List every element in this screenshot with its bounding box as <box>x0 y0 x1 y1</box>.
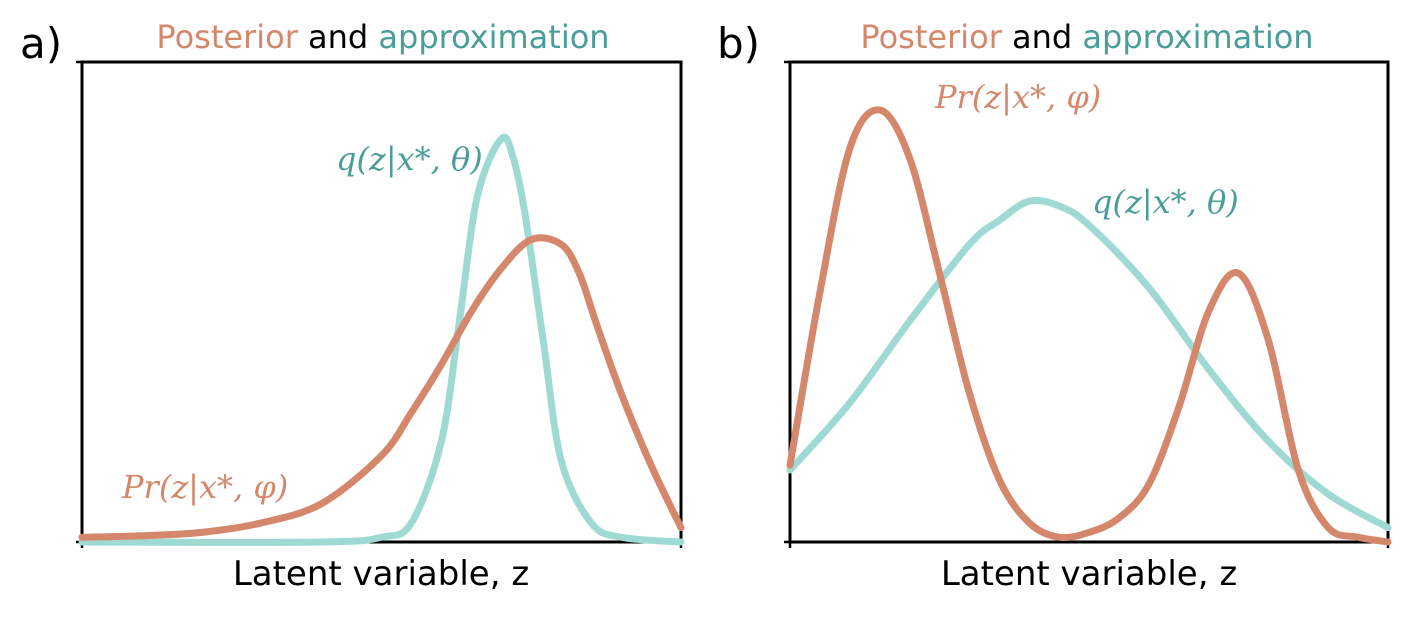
panel-a-title-approximation: approximation <box>378 18 609 56</box>
panel-a-title: Posterior and approximation <box>156 18 609 56</box>
panel-b-posterior-curve <box>786 106 1392 546</box>
panel-b: b) Posterior and approximation Pr(z|x*, … <box>717 18 1392 594</box>
panel-b-title-posterior: Posterior <box>860 18 1002 56</box>
panel-a-curves <box>78 133 685 546</box>
panel-a-xlabel: Latent variable, z <box>233 554 529 594</box>
panel-a-posterior-curve <box>78 234 685 541</box>
panel-b-curves <box>786 106 1392 546</box>
panel-a-label-approximation: q(z|x*, θ) <box>336 140 483 178</box>
panel-b-approximation-curve <box>786 196 1392 532</box>
panel-a-title-and: and <box>308 18 368 56</box>
panel-a-approximation-curve <box>78 133 685 546</box>
panel-b-label-posterior: Pr(z|x*, φ) <box>934 78 1101 116</box>
panel-b-xlabel: Latent variable, z <box>941 554 1237 594</box>
panel-b-label: b) <box>717 19 760 68</box>
panel-a: a) Posterior and approximation q(z|x*, θ… <box>20 18 685 594</box>
panel-b-title-and: and <box>1012 18 1072 56</box>
panel-a-plot-frame <box>80 60 683 544</box>
panel-a-label: a) <box>20 19 62 68</box>
panel-a-title-posterior: Posterior <box>156 18 298 56</box>
panel-b-plot-frame <box>788 60 1390 544</box>
panel-b-title: Posterior and approximation <box>860 18 1313 56</box>
panel-b-title-approximation: approximation <box>1082 18 1313 56</box>
panel-b-label-approximation: q(z|x*, θ) <box>1092 183 1239 221</box>
panel-a-label-posterior: Pr(z|x*, φ) <box>121 468 288 506</box>
